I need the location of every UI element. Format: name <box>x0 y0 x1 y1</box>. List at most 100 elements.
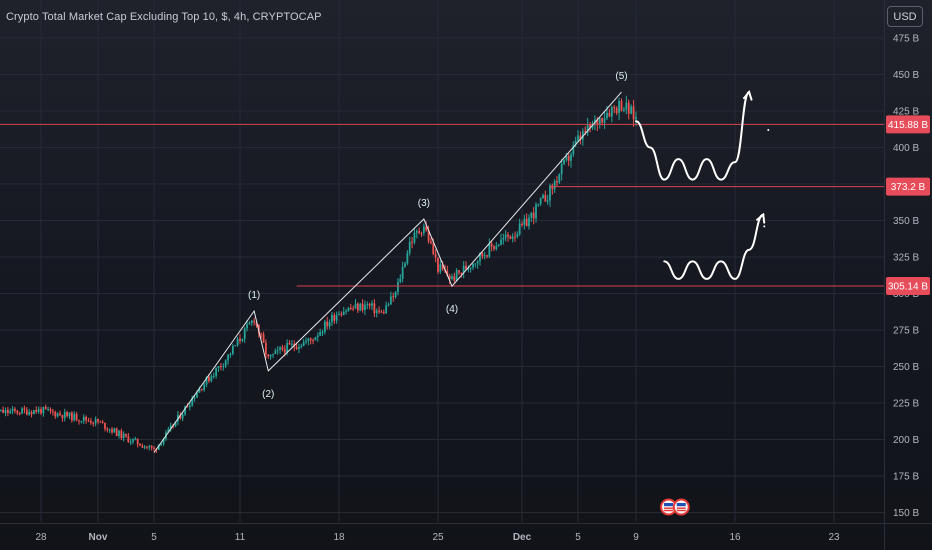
upper-w-projection[interactable] <box>635 91 751 181</box>
event-flag-icon[interactable] <box>672 498 690 516</box>
candle <box>210 374 213 383</box>
candle <box>229 352 232 358</box>
candle <box>361 299 364 313</box>
candle <box>51 408 54 416</box>
candle <box>42 406 45 417</box>
candle <box>467 265 470 273</box>
candle <box>288 340 291 345</box>
candle <box>104 422 106 432</box>
candle <box>262 331 265 344</box>
y-tick-label: 325 B <box>893 253 919 264</box>
candle <box>411 236 413 249</box>
candle <box>401 261 404 283</box>
candle <box>9 408 12 415</box>
lower-w-projection[interactable] <box>663 213 765 280</box>
candle <box>188 402 191 411</box>
x-tick-label: Dec <box>513 532 532 543</box>
candle <box>85 415 88 424</box>
candle <box>260 332 263 339</box>
candle <box>610 105 613 123</box>
candle <box>577 130 579 143</box>
candle <box>227 354 229 365</box>
candle <box>497 243 500 247</box>
x-tick-label: 25 <box>432 532 444 543</box>
candle <box>523 214 526 230</box>
candle <box>404 261 406 268</box>
x-tick-label: 18 <box>333 532 345 543</box>
y-tick-label: 400 B <box>893 143 919 154</box>
y-tick-label: 275 B <box>893 326 919 337</box>
x-tick-label: 9 <box>633 532 639 543</box>
candle <box>546 194 549 205</box>
y-tick-label: 175 B <box>893 472 919 483</box>
candle <box>129 438 132 446</box>
currency-button[interactable]: USD <box>887 6 923 27</box>
candle <box>465 261 467 270</box>
y-tick-label: 350 B <box>893 216 919 227</box>
candle <box>397 278 399 296</box>
candle <box>281 344 284 352</box>
y-tick-label: 200 B <box>893 435 919 446</box>
candle <box>544 190 547 202</box>
candle <box>265 339 267 359</box>
candle <box>371 300 373 311</box>
candle <box>239 334 241 344</box>
candle <box>326 316 329 330</box>
candle <box>328 319 331 330</box>
candle <box>586 118 589 136</box>
candle <box>217 366 220 372</box>
candle <box>354 299 357 310</box>
elliott-wave-line[interactable] <box>153 91 622 453</box>
candle <box>434 249 437 263</box>
candle <box>136 438 139 448</box>
candle <box>6 407 9 416</box>
candle <box>132 438 134 445</box>
candle <box>615 106 618 116</box>
candle <box>54 410 57 419</box>
x-tick-label: 28 <box>35 532 47 543</box>
x-tick-label: 11 <box>235 532 246 543</box>
candle <box>514 231 516 242</box>
candle <box>143 445 146 450</box>
candle <box>21 406 23 415</box>
candle <box>141 443 144 449</box>
candle <box>224 359 227 369</box>
candle <box>502 233 505 245</box>
candle <box>134 436 137 441</box>
candle <box>200 388 203 392</box>
candle <box>532 207 535 225</box>
candle <box>608 108 611 118</box>
candle <box>352 305 355 312</box>
candle <box>539 197 542 207</box>
x-tick-label: 16 <box>729 532 741 543</box>
candle <box>359 302 362 312</box>
candle <box>507 232 509 242</box>
candle <box>620 98 623 112</box>
candle <box>389 291 392 305</box>
candle <box>549 183 551 207</box>
candle <box>118 429 120 439</box>
candle <box>425 221 428 232</box>
y-tick-label: 150 B <box>893 508 919 519</box>
candle <box>94 416 97 427</box>
candle <box>392 292 395 302</box>
annotation-dot <box>767 128 770 131</box>
candle <box>70 411 73 423</box>
candle <box>290 340 293 348</box>
candle <box>394 291 397 299</box>
candle <box>535 202 537 223</box>
candle <box>44 404 47 410</box>
candle <box>75 411 78 422</box>
candle <box>56 412 59 418</box>
candle <box>87 417 90 423</box>
candle <box>342 306 345 316</box>
candle <box>25 406 28 416</box>
candle <box>99 420 102 423</box>
candle <box>572 141 575 157</box>
grid <box>0 0 884 522</box>
y-tick-label: 425 B <box>893 107 919 118</box>
candle <box>250 319 253 327</box>
candle <box>11 405 14 415</box>
candle <box>14 406 16 414</box>
